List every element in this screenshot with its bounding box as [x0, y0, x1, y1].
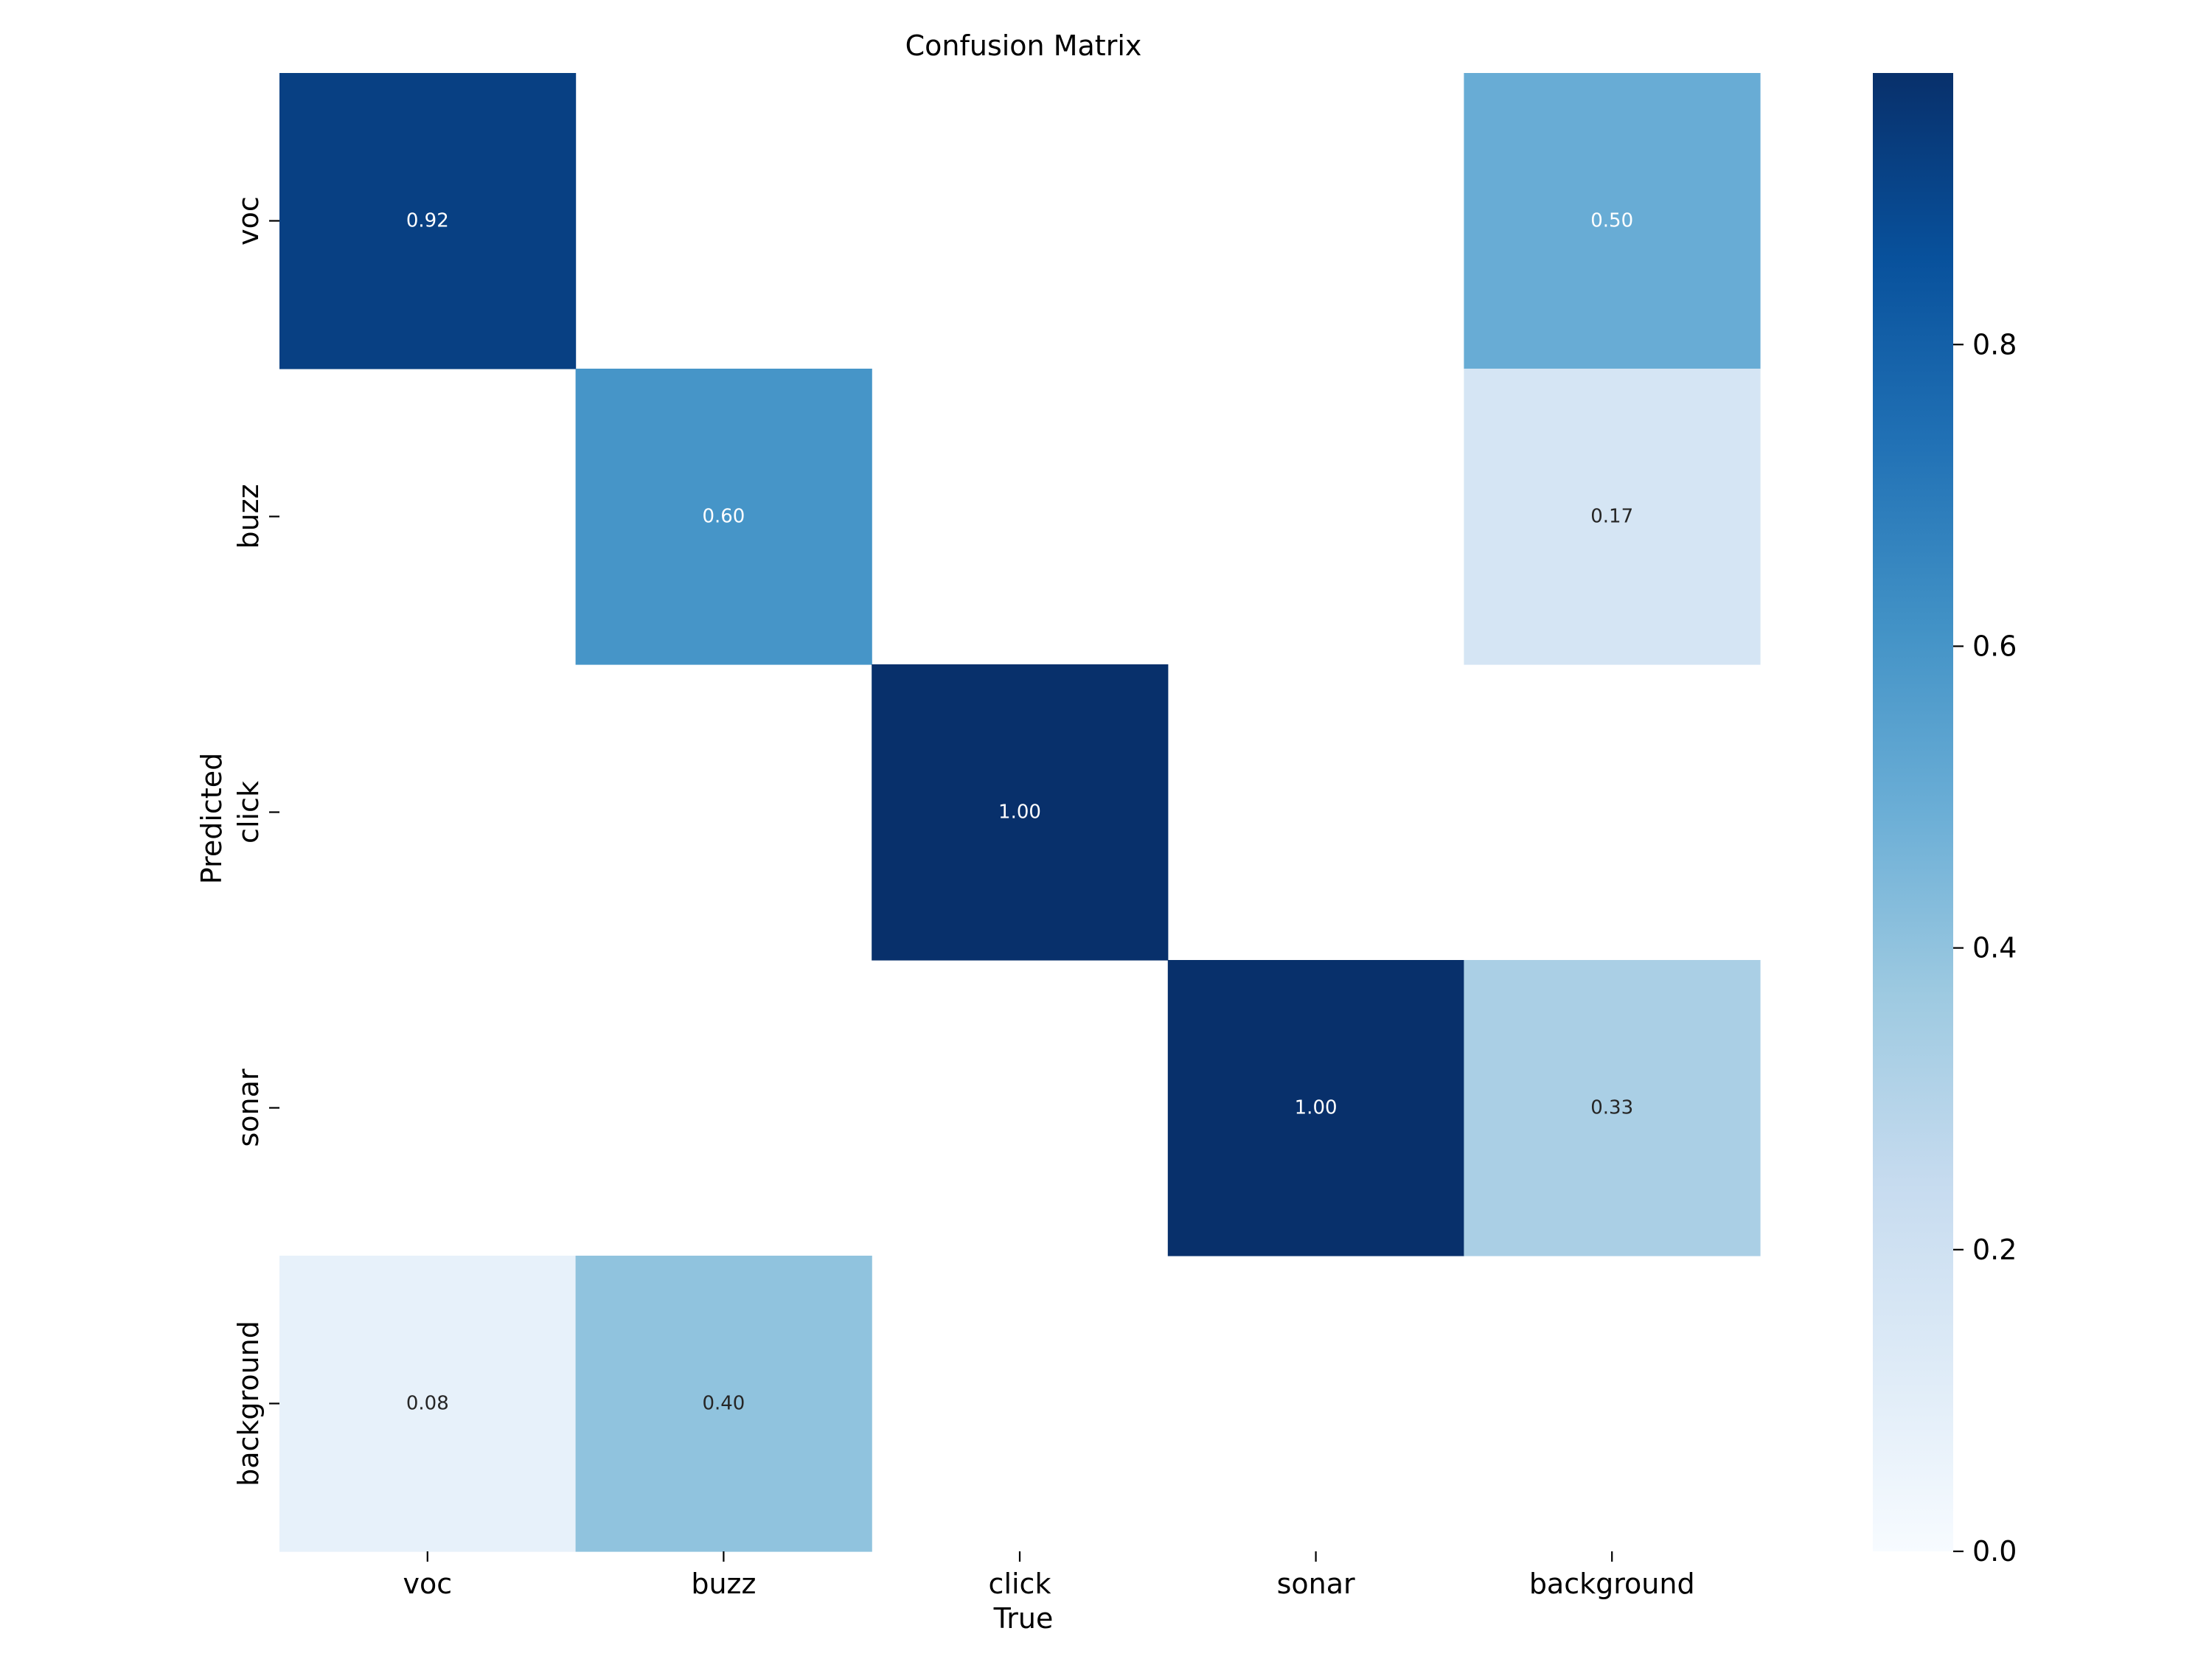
- heatmap-cell: [575, 1256, 872, 1552]
- cell-value-label: 0.60: [702, 506, 745, 528]
- heatmap-cell: [1464, 960, 1761, 1256]
- cell-value-label: 0.17: [1590, 506, 1633, 528]
- heatmap-cell: [279, 1256, 577, 1552]
- x-axis-label: True: [993, 1602, 1054, 1635]
- colorbar-tick-label: 0.2: [1972, 1234, 2017, 1266]
- cell-value-label: 0.50: [1590, 210, 1633, 232]
- heatmap-cell: [279, 73, 577, 369]
- cell-value-label: 0.33: [1590, 1097, 1633, 1119]
- cell-value-label: 1.00: [1295, 1097, 1338, 1119]
- y-tick-label: sonar: [232, 1068, 265, 1147]
- cell-value-label: 0.08: [406, 1393, 449, 1415]
- y-axis-ticks: voc buzz click sonar background: [232, 196, 279, 1486]
- colorbar: [1873, 73, 1953, 1551]
- colorbar-tick-label: 0.8: [1972, 328, 2017, 361]
- x-tick-label: voc: [403, 1568, 452, 1600]
- colorbar-tick-label: 0.0: [1972, 1535, 2017, 1568]
- heatmap-cell: [1464, 73, 1761, 369]
- cell-value-label: 1.00: [998, 801, 1041, 824]
- heatmap-cell: [575, 369, 872, 665]
- colorbar-tick-label: 0.6: [1972, 630, 2017, 662]
- y-tick-label: background: [232, 1321, 265, 1486]
- colorbar-tick-label: 0.4: [1972, 932, 2017, 964]
- x-tick-label: buzz: [691, 1568, 756, 1600]
- heatmap-cell: [1167, 960, 1464, 1256]
- cell-value-label: 0.92: [406, 210, 449, 232]
- y-tick-label: buzz: [232, 484, 265, 549]
- y-tick-label: click: [232, 781, 265, 844]
- heatmap-cells: 0.92 0.50 0.60 0.17 1.00 1.00 0.33 0.08 0.40: [279, 73, 1761, 1552]
- x-tick-label: background: [1529, 1568, 1695, 1600]
- y-tick-label: voc: [232, 196, 265, 246]
- y-axis-label: Predicted: [195, 753, 228, 884]
- x-axis-ticks: voc buzz click sonar background: [403, 1551, 1695, 1600]
- colorbar-ticks: 0.0 0.2 0.4 0.6 0.8: [1953, 328, 2017, 1568]
- x-tick-label: click: [989, 1568, 1051, 1600]
- heatmap-cell: [1464, 369, 1761, 665]
- chart-title: Confusion Matrix: [905, 29, 1142, 62]
- x-tick-label: sonar: [1277, 1568, 1355, 1600]
- heatmap-cell: [872, 664, 1169, 961]
- cell-value-label: 0.40: [702, 1393, 745, 1415]
